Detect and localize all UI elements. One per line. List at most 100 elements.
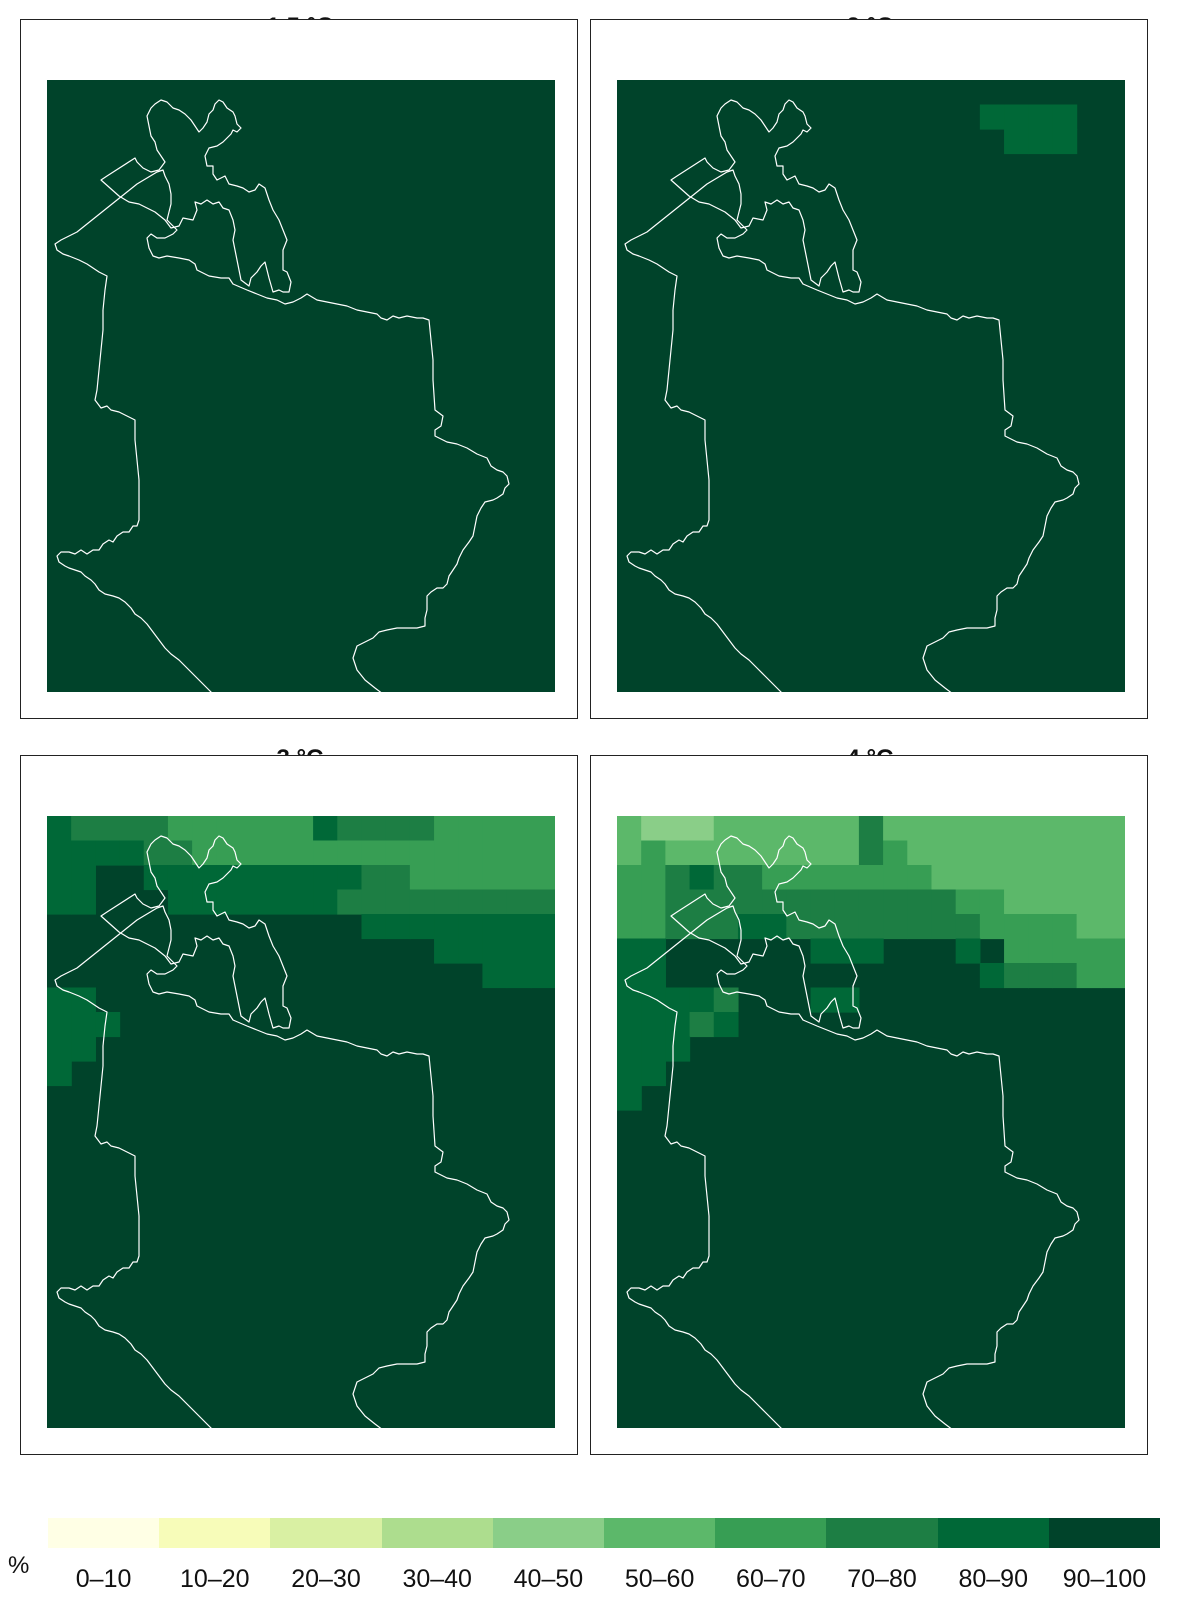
grid-cell bbox=[288, 865, 314, 891]
grid-cell bbox=[47, 840, 72, 866]
legend-swatch bbox=[159, 1518, 271, 1548]
grid-cell bbox=[313, 889, 338, 915]
grid-cell bbox=[1076, 816, 1102, 842]
grid-cell bbox=[71, 889, 96, 915]
grid-cell bbox=[434, 889, 459, 915]
legend-swatch bbox=[48, 1518, 160, 1548]
grid-cell bbox=[617, 840, 642, 866]
grid-cell bbox=[264, 840, 290, 866]
grid-cell bbox=[1076, 938, 1102, 964]
grid-cell bbox=[1052, 129, 1078, 155]
grid-cell bbox=[95, 816, 121, 842]
grid-cell bbox=[1004, 104, 1029, 130]
legend-label: 60–70 bbox=[736, 1565, 806, 1593]
grid-cell bbox=[979, 840, 1005, 866]
grid-cell bbox=[1100, 865, 1125, 891]
grid-cell bbox=[1004, 938, 1029, 964]
grid-cell bbox=[1052, 889, 1078, 915]
grid-cell bbox=[434, 816, 459, 842]
grid-cell bbox=[1076, 865, 1102, 891]
grid-cell bbox=[617, 963, 642, 989]
legend-label: 20–30 bbox=[291, 1565, 361, 1593]
grid-cell bbox=[1076, 840, 1102, 866]
legend-label: 0–10 bbox=[75, 1565, 132, 1593]
grid-cell bbox=[167, 840, 193, 866]
grid-cell bbox=[434, 914, 459, 940]
grid-cell bbox=[506, 938, 532, 964]
grid-cell bbox=[167, 816, 193, 842]
grid-cell bbox=[71, 1012, 96, 1038]
grid-cell bbox=[858, 816, 884, 842]
grid-cell bbox=[95, 1012, 121, 1038]
grid-cell bbox=[955, 865, 981, 891]
legend-swatch bbox=[270, 1518, 382, 1548]
legend-label: 40–50 bbox=[513, 1565, 584, 1593]
grid-cell bbox=[834, 938, 860, 964]
grid-cell bbox=[47, 1036, 72, 1062]
grid-cell bbox=[665, 914, 691, 940]
grid-cell bbox=[1100, 914, 1125, 940]
map-svg bbox=[54, 99, 510, 692]
grid-cell bbox=[361, 889, 387, 915]
grid-cell bbox=[1052, 865, 1078, 891]
map-panel-2 bbox=[617, 80, 1125, 692]
grid-cell bbox=[482, 816, 508, 842]
grid-cell bbox=[931, 816, 957, 842]
grid-cell bbox=[506, 816, 532, 842]
grid-cell bbox=[858, 865, 884, 891]
grid-cell bbox=[834, 840, 860, 866]
grid-cell bbox=[1028, 865, 1054, 891]
grid-cell bbox=[1076, 914, 1102, 940]
legend-label: 50–60 bbox=[624, 1565, 695, 1593]
region-boundary bbox=[670, 99, 862, 293]
grid-cell bbox=[883, 840, 908, 866]
grid-cell bbox=[240, 816, 266, 842]
grid-cell bbox=[883, 889, 908, 915]
grid-cell bbox=[385, 865, 411, 891]
map-panel-3 bbox=[47, 816, 555, 1428]
legend-labels: 0–10 10–20 20–30 30–40 40–50 50–60 60–70 70–80 8… bbox=[48, 1564, 1160, 1598]
grid-cell bbox=[506, 840, 532, 866]
grid-cell bbox=[810, 865, 836, 891]
grid-cell bbox=[834, 889, 860, 915]
grid-cell bbox=[434, 840, 459, 866]
grid-cell bbox=[409, 889, 435, 915]
grid-cell bbox=[883, 865, 908, 891]
grid-cell bbox=[361, 914, 387, 940]
grid-cell bbox=[1076, 963, 1102, 989]
region-boundary bbox=[100, 99, 292, 293]
grid-cell bbox=[385, 840, 411, 866]
grid-cell bbox=[931, 865, 957, 891]
grid-cell bbox=[385, 889, 411, 915]
grid-cell bbox=[1052, 914, 1078, 940]
grid-cell bbox=[458, 938, 484, 964]
grid-cell bbox=[288, 840, 314, 866]
grid-cell bbox=[530, 914, 555, 940]
grid-cell bbox=[737, 816, 763, 842]
grid-cell bbox=[955, 914, 981, 940]
grid-cell bbox=[762, 816, 787, 842]
grid-cell bbox=[955, 938, 981, 964]
grid-cell bbox=[119, 840, 145, 866]
grid-cell bbox=[47, 865, 72, 891]
grid-cell bbox=[47, 816, 72, 842]
legend-label: 10–20 bbox=[180, 1565, 250, 1593]
grid-cell bbox=[979, 816, 1005, 842]
legend-unit: % bbox=[8, 1552, 30, 1579]
grid-cell bbox=[143, 840, 169, 866]
grid-cell bbox=[786, 889, 812, 915]
grid-cell bbox=[617, 1036, 642, 1062]
grid-cell bbox=[409, 914, 435, 940]
grid-cell bbox=[506, 914, 532, 940]
grid-cell bbox=[883, 914, 908, 940]
grid-cell bbox=[1052, 840, 1078, 866]
grid-cell bbox=[955, 816, 981, 842]
grid-cell bbox=[1004, 889, 1029, 915]
grid-cell bbox=[1052, 938, 1078, 964]
grid-cell bbox=[641, 1012, 666, 1038]
grid-cell bbox=[506, 963, 532, 989]
grid-cell bbox=[1052, 816, 1078, 842]
map-panel-4 bbox=[617, 816, 1125, 1428]
grid-cell bbox=[1100, 938, 1125, 964]
grid-cell bbox=[834, 987, 860, 1013]
